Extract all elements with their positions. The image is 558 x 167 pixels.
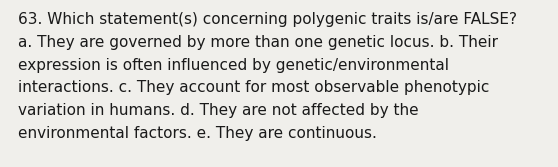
Text: interactions. c. They account for most observable phenotypic: interactions. c. They account for most o… bbox=[18, 80, 489, 95]
Text: a. They are governed by more than one genetic locus. b. Their: a. They are governed by more than one ge… bbox=[18, 35, 498, 50]
Text: environmental factors. e. They are continuous.: environmental factors. e. They are conti… bbox=[18, 126, 377, 141]
Text: variation in humans. d. They are not affected by the: variation in humans. d. They are not aff… bbox=[18, 103, 418, 118]
Text: expression is often influenced by genetic/environmental: expression is often influenced by geneti… bbox=[18, 58, 449, 73]
Text: 63. Which statement(s) concerning polygenic traits is/are FALSE?: 63. Which statement(s) concerning polyge… bbox=[18, 12, 517, 27]
